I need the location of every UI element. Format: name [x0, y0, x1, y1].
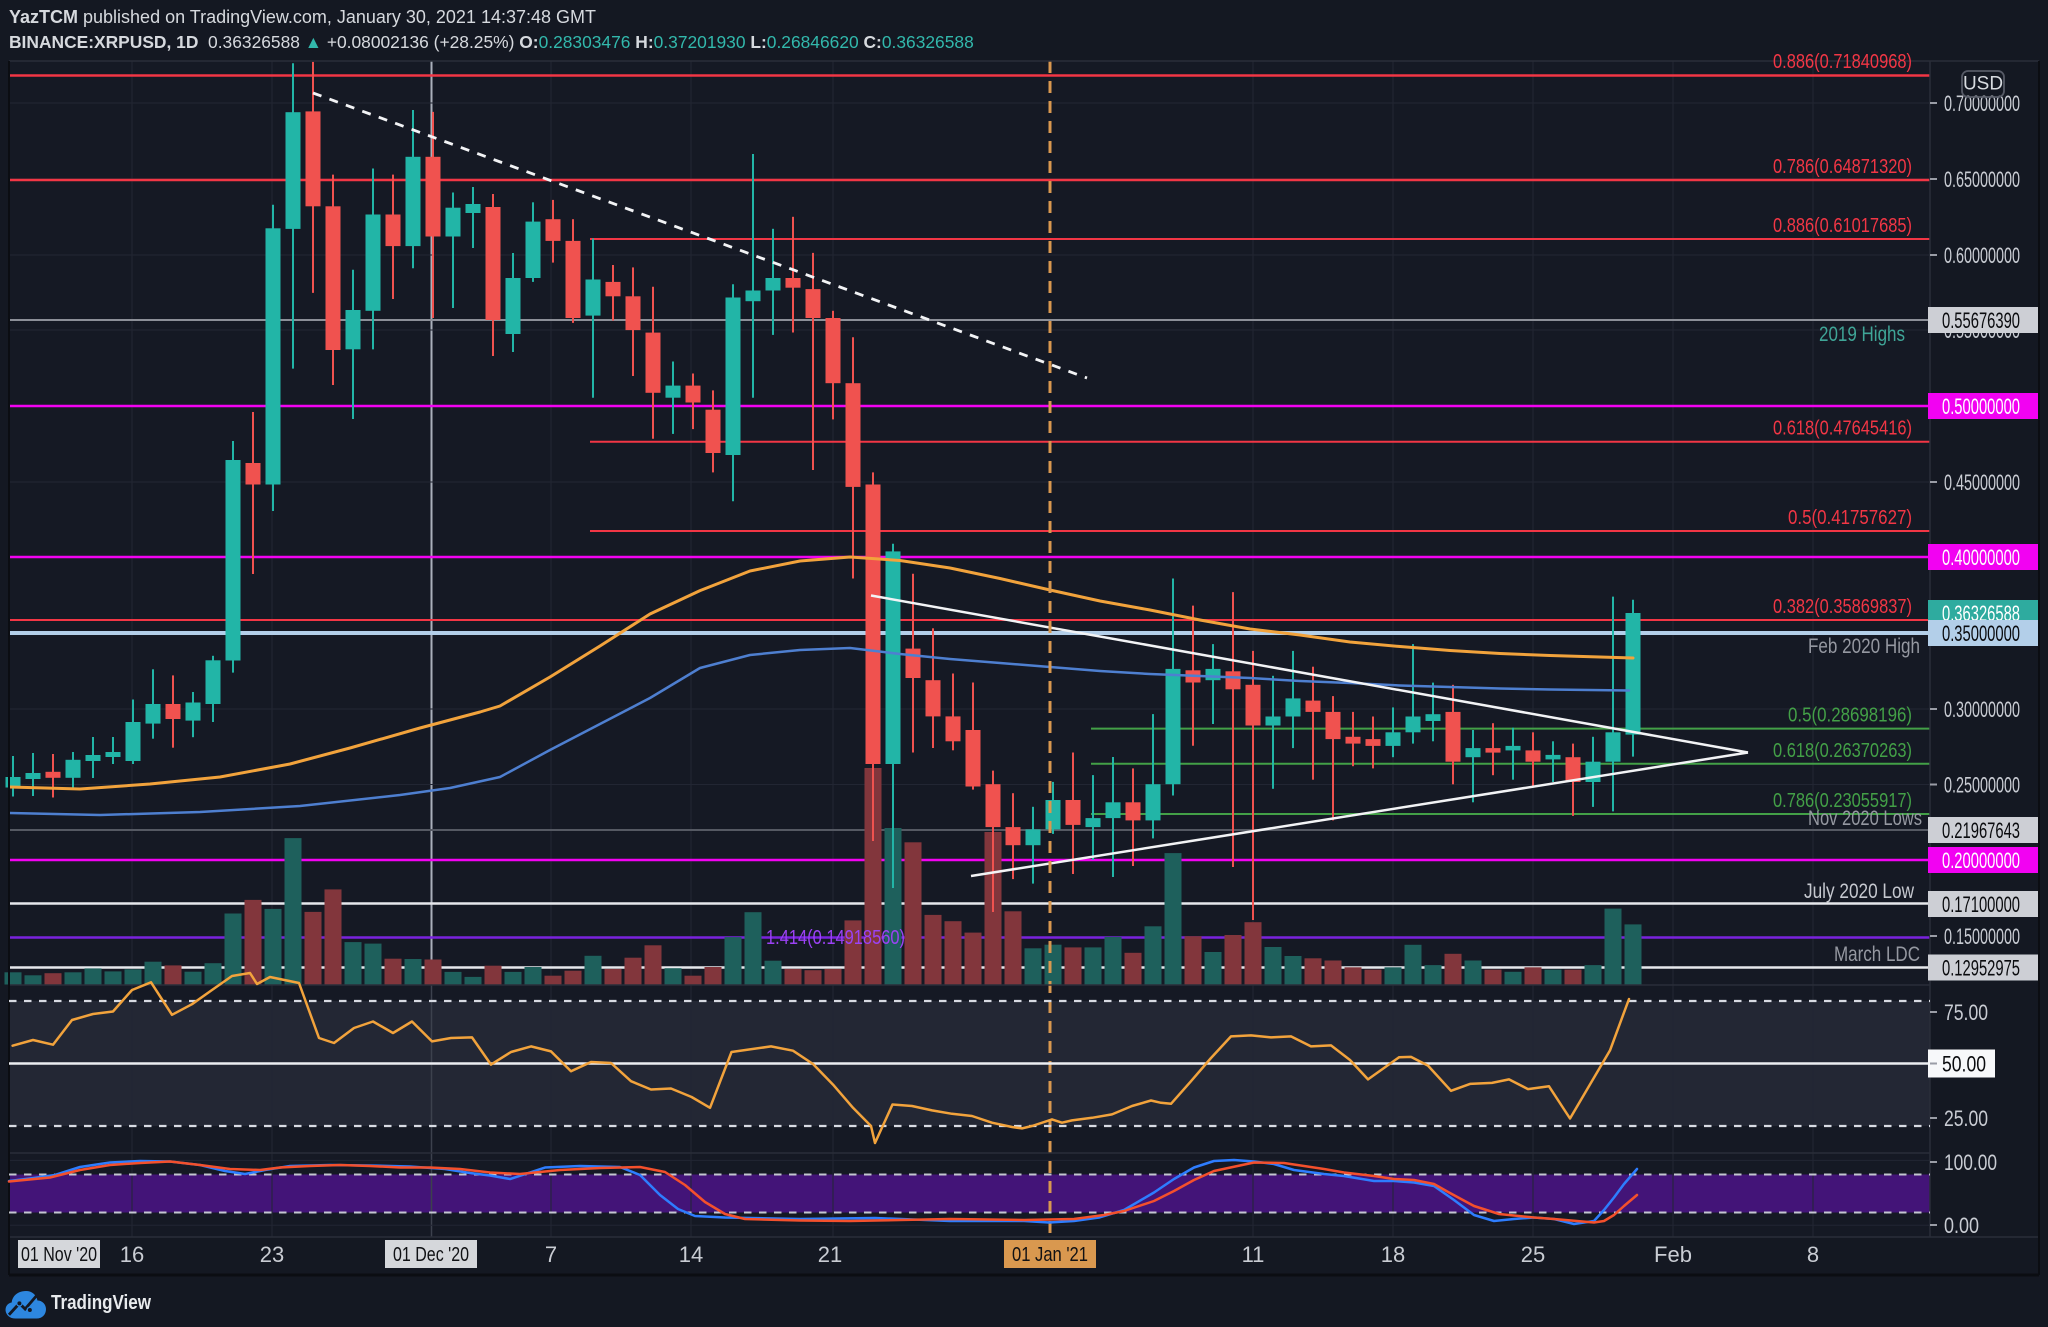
svg-text:18: 18: [1381, 1242, 1405, 1267]
svg-text:25: 25: [1521, 1242, 1545, 1267]
svg-text:Feb 2020 High: Feb 2020 High: [1808, 635, 1920, 658]
svg-text:0.30000000: 0.30000000: [1944, 697, 2020, 722]
svg-text:0.886(0.61017685): 0.886(0.61017685): [1773, 215, 1912, 237]
svg-text:0.70000000: 0.70000000: [1944, 91, 2020, 116]
svg-text:YazTCM published on TradingVie: YazTCM published on TradingView.com, Jan…: [9, 7, 596, 27]
svg-text:0.00: 0.00: [1944, 1213, 1979, 1238]
svg-text:March LDC: March LDC: [1834, 943, 1920, 966]
svg-text:0.15000000: 0.15000000: [1944, 924, 2020, 949]
svg-text:0.618(0.26370263): 0.618(0.26370263): [1773, 740, 1912, 762]
svg-text:0.5(0.41757627): 0.5(0.41757627): [1788, 507, 1912, 529]
svg-text:0.5(0.28698196): 0.5(0.28698196): [1788, 705, 1912, 727]
svg-text:0.55676390: 0.55676390: [1942, 308, 2020, 333]
svg-text:0.35000000: 0.35000000: [1942, 621, 2020, 646]
svg-text:0.618(0.47645416): 0.618(0.47645416): [1773, 418, 1912, 440]
svg-text:7: 7: [545, 1242, 557, 1267]
svg-text:50.00: 50.00: [1942, 1052, 1986, 1077]
svg-text:July 2020 Low: July 2020 Low: [1804, 880, 1915, 903]
svg-text:0.60000000: 0.60000000: [1944, 243, 2020, 268]
svg-text:0.25000000: 0.25000000: [1944, 773, 2020, 798]
svg-text:01 Jan '21: 01 Jan '21: [1012, 1244, 1088, 1266]
svg-text:100.00: 100.00: [1944, 1150, 1997, 1175]
svg-text:8: 8: [1807, 1242, 1819, 1267]
svg-text:0.786(0.23055917): 0.786(0.23055917): [1773, 790, 1912, 812]
svg-text:0.382(0.35869837): 0.382(0.35869837): [1773, 596, 1912, 618]
svg-text:14: 14: [679, 1242, 703, 1267]
svg-text:21: 21: [818, 1242, 842, 1267]
svg-text:01 Nov '20: 01 Nov '20: [21, 1244, 97, 1266]
svg-text:0.12952975: 0.12952975: [1942, 956, 2020, 981]
svg-text:2019 Highs: 2019 Highs: [1819, 323, 1905, 346]
svg-text:0.40000000: 0.40000000: [1942, 545, 2020, 570]
svg-text:0.45000000: 0.45000000: [1944, 470, 2020, 495]
svg-text:1.414(0.14918560): 1.414(0.14918560): [766, 927, 905, 949]
svg-text:TradingView: TradingView: [51, 1292, 151, 1314]
svg-text:0.65000000: 0.65000000: [1944, 167, 2020, 192]
svg-text:0.886(0.71840968): 0.886(0.71840968): [1773, 51, 1912, 73]
svg-text:Feb: Feb: [1654, 1242, 1692, 1267]
svg-text:Nov 2020 Lows: Nov 2020 Lows: [1808, 807, 1922, 830]
svg-text:23: 23: [260, 1242, 284, 1267]
svg-text:11: 11: [1242, 1242, 1265, 1267]
svg-text:0.50000000: 0.50000000: [1942, 394, 2020, 419]
svg-text:0.21967643: 0.21967643: [1942, 818, 2020, 843]
svg-text:0.17100000: 0.17100000: [1942, 892, 2020, 917]
svg-text:0.786(0.64871320): 0.786(0.64871320): [1773, 156, 1912, 178]
svg-text:USD: USD: [1963, 74, 2003, 95]
svg-text:0.20000000: 0.20000000: [1942, 848, 2020, 873]
svg-text:16: 16: [120, 1242, 144, 1267]
svg-text:01 Dec '20: 01 Dec '20: [393, 1244, 469, 1266]
svg-text:75.00: 75.00: [1944, 1000, 1988, 1025]
svg-text:25.00: 25.00: [1944, 1106, 1988, 1131]
svg-text:BINANCE:XRPUSD, 1D 0.36326588: BINANCE:XRPUSD, 1D 0.36326588 ▲ +0.08002…: [9, 32, 974, 52]
